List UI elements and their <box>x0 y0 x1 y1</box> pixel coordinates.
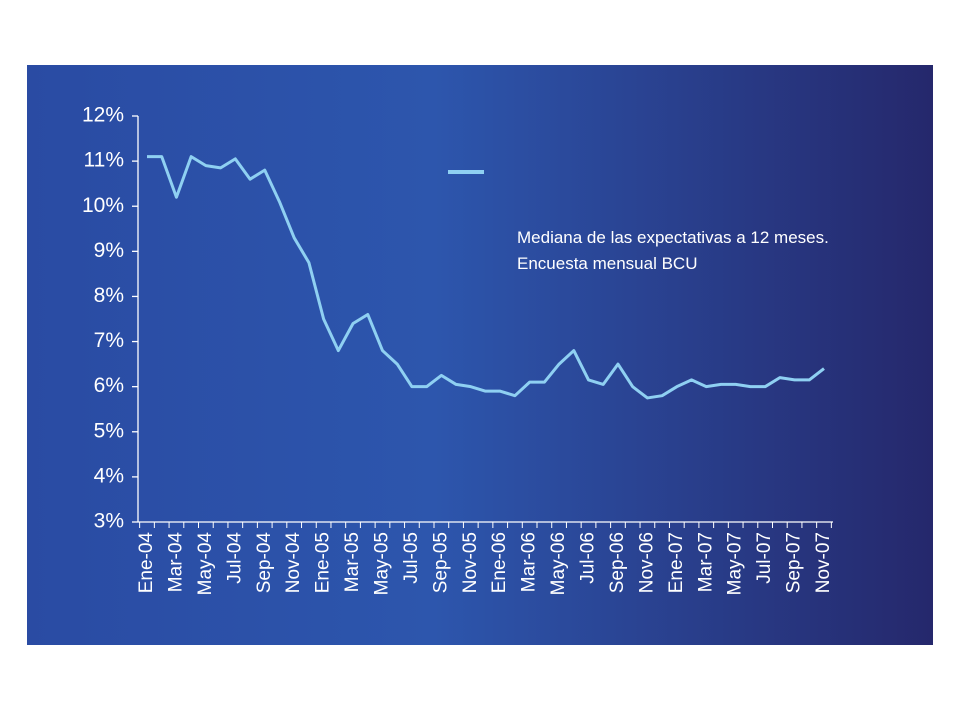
y-tick-label: 3% <box>94 510 124 533</box>
y-tick-label: 5% <box>94 419 124 442</box>
x-tick-label: Nov-07 <box>813 532 834 593</box>
background <box>27 65 933 645</box>
x-tick-label: Nov-06 <box>636 532 657 593</box>
y-tick-label: 10% <box>82 194 124 217</box>
y-tick-label: 8% <box>94 284 124 307</box>
x-tick-label: May-06 <box>548 532 569 595</box>
chart-panel: 3% 4% 5% 6% 7% 8% 9% 10% 11% 12% Ene-04 Mar-04 May-0… <box>27 65 933 645</box>
x-tick-label: Mar-07 <box>695 532 716 592</box>
y-tick-label: 7% <box>94 329 124 352</box>
x-tick-label: Jul-04 <box>224 532 245 584</box>
x-tick-label: Jul-07 <box>754 532 775 584</box>
x-tick-label: Mar-04 <box>165 532 186 593</box>
x-tick-label: May-05 <box>371 532 392 595</box>
x-tick-label: Mar-05 <box>342 532 363 592</box>
x-tick-label: May-07 <box>725 532 746 595</box>
x-tick-label: Sep-05 <box>430 532 451 593</box>
x-tick-label: Mar-06 <box>519 532 540 592</box>
chart: 3% 4% 5% 6% 7% 8% 9% 10% 11% 12% Ene-04 Mar-04 May-0… <box>27 65 933 645</box>
x-tick-label: Sep-07 <box>784 532 805 593</box>
series-line <box>147 155 825 400</box>
y-tick-label: 6% <box>94 374 124 397</box>
x-tick-label: Jul-05 <box>401 532 422 584</box>
x-tick-label: Ene-05 <box>313 532 334 593</box>
x-tick-label: Nov-05 <box>460 532 481 593</box>
y-tick-label: 12% <box>82 104 124 127</box>
y-tick-label: 11% <box>84 149 124 172</box>
x-tick-label: Ene-06 <box>489 532 510 593</box>
x-tick-label: Sep-06 <box>607 532 628 593</box>
x-tick-label: Sep-04 <box>254 532 275 594</box>
y-tick-label: 9% <box>94 239 124 262</box>
x-tick-label: Nov-04 <box>283 532 304 594</box>
x-tick-label: Ene-07 <box>666 532 687 593</box>
x-tick-label: Ene-04 <box>136 532 157 594</box>
x-tick-label: May-04 <box>195 532 216 596</box>
legend-label: Mediana de las expectativas a 12 meses. … <box>517 228 829 273</box>
y-tick-label: 4% <box>94 464 124 487</box>
x-tick-label: Jul-06 <box>578 532 599 584</box>
